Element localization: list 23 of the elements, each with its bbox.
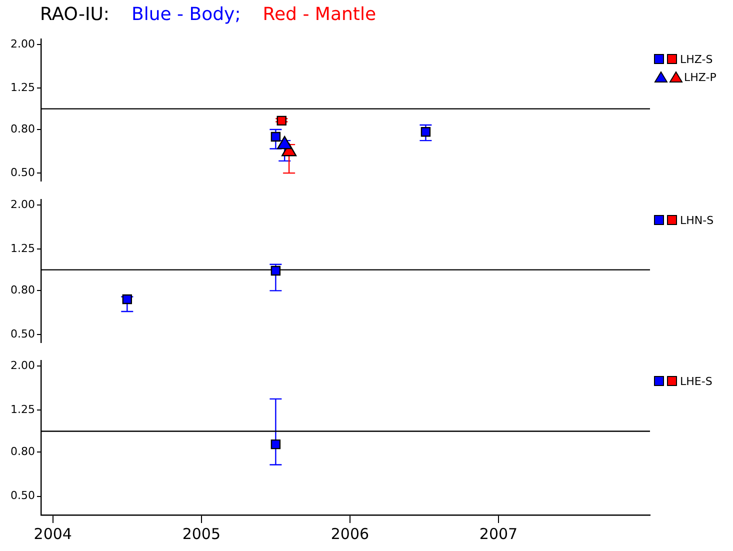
y-tick-label: 1.25 [10, 81, 35, 94]
legend-label: LHN-S [680, 214, 714, 226]
y-tick-label: 0.80 [10, 122, 35, 136]
text: Red - Mantle [262, 4, 376, 25]
y-tick-label: 0.80 [10, 284, 35, 297]
y-tick-label: 0.80 [10, 445, 35, 458]
y-tick-label: 1.25 [10, 403, 35, 416]
x-tick-label: 2007 [479, 524, 518, 543]
chart-title: RAO-IU: [40, 4, 110, 25]
legend-label: LHZ-P [684, 70, 716, 84]
y-tick-label: 2.00 [10, 358, 35, 372]
y-tick-label: 2.00 [10, 37, 35, 50]
y-tick-label: 0.50 [10, 489, 35, 502]
x-tick-label: 2006 [330, 524, 370, 543]
text: Blue - Body; [132, 4, 241, 25]
y-tick-label: 2.00 [10, 198, 35, 211]
x-tick-label: 2005 [182, 524, 221, 543]
y-tick-label: 0.50 [10, 327, 35, 340]
y-tick-label: 1.25 [10, 242, 35, 255]
y-tick-label: 0.50 [10, 166, 35, 179]
x-tick-label: 2004 [34, 524, 72, 543]
legend-label: LHE-S [680, 374, 712, 388]
legend-label: LHZ-S [680, 52, 713, 66]
